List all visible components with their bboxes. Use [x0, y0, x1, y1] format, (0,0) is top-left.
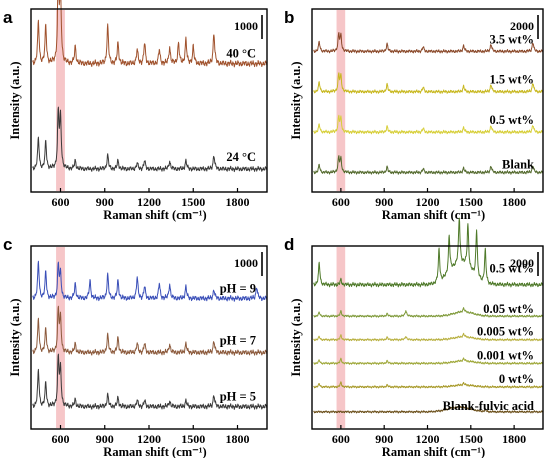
- series-label: 0 wt%: [499, 372, 534, 386]
- series-label: 1.5 wt%: [490, 73, 534, 87]
- series-label: 0.001 wt%: [477, 348, 534, 362]
- x-tick-label: 1500: [181, 432, 205, 446]
- panel-letter: c: [3, 235, 12, 254]
- series-line: [313, 155, 544, 175]
- x-tick-label: 900: [375, 195, 393, 209]
- series-label: 0.5 wt%: [490, 262, 534, 276]
- highlight-band: [336, 247, 346, 428]
- series-label: pH = 7: [220, 334, 256, 348]
- panel-b: 3.5 wt% 1.5 wt% 0.5 wt% Blank 600 900 1200 1500…: [284, 8, 544, 222]
- y-axis-label: Intensity (a.u.): [8, 298, 22, 376]
- series-label: pH = 9: [220, 281, 256, 295]
- series-line: [32, 0, 268, 68]
- series-label: 3.5 wt%: [490, 32, 534, 46]
- x-tick-label: 1800: [226, 432, 250, 446]
- y-axis-label: Intensity (a.u.): [8, 61, 22, 139]
- x-axis-label: Raman shift (cm⁻¹): [382, 445, 485, 458]
- scale-bar-label: 2000: [510, 19, 534, 33]
- x-tick-label: 1200: [137, 432, 161, 446]
- x-tick-label: 600: [332, 195, 350, 209]
- series-label: 0.05 wt%: [483, 302, 534, 316]
- series-line: [313, 357, 544, 365]
- panel-d: 0.5 wt% 0.05 wt% 0.005 wt% 0.001 wt% 0 wt% Bl…: [284, 217, 544, 458]
- series-label: 0.5 wt%: [490, 113, 534, 127]
- y-axis-label: Intensity (a.u.): [289, 298, 303, 376]
- series-line: [32, 353, 268, 410]
- scale-bar-label: 1000: [234, 19, 258, 33]
- x-tick-label: 1200: [137, 195, 161, 209]
- x-tick-label: 600: [52, 432, 70, 446]
- panel-letter: b: [284, 8, 294, 27]
- x-tick-label: 1200: [416, 432, 440, 446]
- series-line: [313, 381, 544, 389]
- series-line: [32, 260, 268, 302]
- series-label: pH = 5: [220, 390, 256, 404]
- series-line: [313, 217, 544, 288]
- series-line: [313, 114, 544, 135]
- series-label: 0.005 wt%: [477, 325, 534, 339]
- series-line: [32, 305, 268, 356]
- highlight-band: [336, 10, 346, 191]
- series-label: Blank-fulvic acid: [443, 399, 534, 413]
- x-tick-label: 1500: [459, 195, 483, 209]
- series-line: [313, 32, 544, 54]
- y-axis-label: Intensity (a.u.): [289, 61, 303, 139]
- x-tick-label: 1800: [226, 195, 250, 209]
- x-tick-label: 1800: [502, 195, 526, 209]
- x-tick-label: 600: [52, 195, 70, 209]
- x-tick-label: 900: [96, 195, 114, 209]
- series-line: [313, 332, 544, 342]
- x-tick-label: 1500: [459, 432, 483, 446]
- x-tick-label: 900: [96, 432, 114, 446]
- x-tick-label: 600: [332, 432, 350, 446]
- x-tick-label: 1800: [502, 432, 526, 446]
- series-label: Blank: [502, 157, 534, 171]
- panel-letter: d: [284, 235, 294, 254]
- panel-letter: a: [3, 8, 13, 27]
- scale-bar-label: 2000: [510, 256, 534, 270]
- plot-frame: [30, 8, 268, 193]
- series-label: 24 °C: [226, 150, 256, 164]
- series-line: [313, 405, 544, 414]
- series-line: [313, 72, 544, 94]
- highlight-band: [56, 247, 65, 428]
- x-axis-label: Raman shift (cm⁻¹): [382, 208, 485, 222]
- panel-a: 40 °C 24 °C 600 900 1200 1500 1800 Raman shift …: [3, 0, 268, 222]
- x-tick-label: 1200: [416, 195, 440, 209]
- x-tick-label: 900: [375, 432, 393, 446]
- x-axis-label: Raman shift (cm⁻¹): [103, 445, 206, 458]
- series-line: [313, 307, 544, 318]
- x-tick-label: 1500: [181, 195, 205, 209]
- panel-c: pH = 9 pH = 7 pH = 5 600 900 1200 1500 1800 Rama…: [3, 235, 268, 458]
- scale-bar-label: 1000: [234, 256, 258, 270]
- series-line: [32, 106, 268, 173]
- highlight-band: [56, 10, 65, 191]
- series-label: 40 °C: [226, 47, 256, 61]
- x-axis-label: Raman shift (cm⁻¹): [103, 208, 206, 222]
